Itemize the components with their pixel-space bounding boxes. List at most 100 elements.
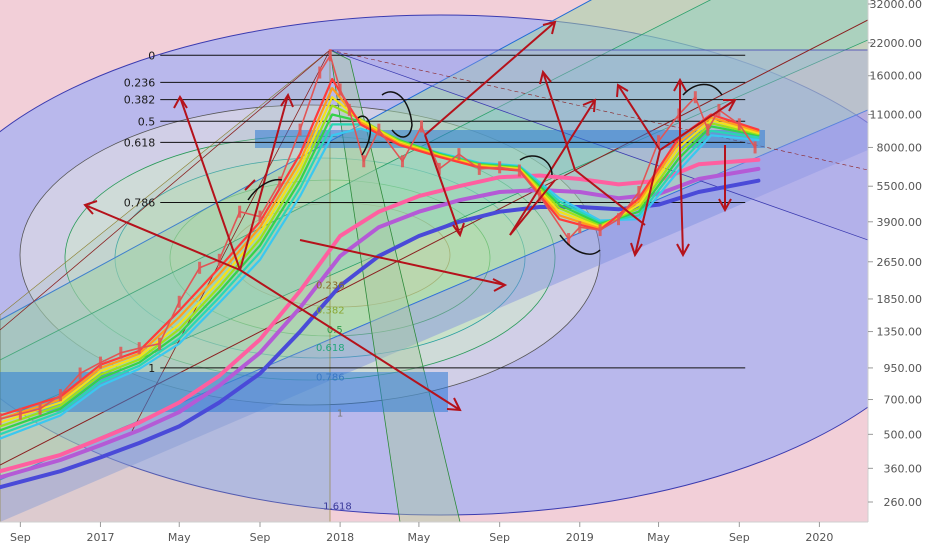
price-axis: 32000.00 22000.00 16000.00 11000.00 8000.00 5… <box>868 0 922 509</box>
arrow <box>679 149 684 256</box>
price-candle <box>706 123 710 136</box>
drawing-overlays <box>0 0 868 522</box>
price-candle <box>437 162 441 175</box>
price-candle <box>677 108 681 121</box>
price-candle <box>420 120 424 133</box>
price-candle <box>98 356 102 369</box>
arrow-head <box>616 83 629 98</box>
arrow <box>634 149 661 256</box>
y-tick-label: 360.00 <box>884 462 923 475</box>
y-tick-label: 8000.00 <box>877 141 923 154</box>
arrow-head <box>673 77 687 92</box>
arrow <box>239 269 461 411</box>
long-ma-line <box>0 157 761 474</box>
fib-fan-zone-teal <box>0 0 868 421</box>
long-ma-line <box>0 178 761 490</box>
fan-level-label: 1.618 <box>323 501 352 512</box>
price-candle <box>258 210 262 223</box>
fib-level-label: 1 <box>148 362 155 375</box>
price-candle <box>137 342 141 355</box>
y-tick-label: 2650.00 <box>877 256 923 269</box>
price-axis-panel[interactable] <box>868 0 932 550</box>
arrow <box>659 99 736 151</box>
x-tick-label: May <box>168 531 191 544</box>
series-layer <box>0 49 761 490</box>
trend-line-2 <box>0 49 331 331</box>
x-tick-label: May <box>408 531 431 544</box>
time-axis: Sep 2017 May Sep 2018 May Sep 2019 May Sep 2020 <box>10 522 833 544</box>
fib-fan-zone-green <box>0 0 868 481</box>
arrow <box>244 179 256 191</box>
curve <box>519 155 553 176</box>
price-candle <box>38 402 42 415</box>
price-candle <box>278 176 282 189</box>
price-candle <box>693 91 697 104</box>
x-tick-label: 2017 <box>86 531 114 544</box>
arrow-head <box>492 278 508 292</box>
arrow-head <box>723 99 737 112</box>
price-candle <box>238 205 242 218</box>
x-tick-label: 2019 <box>566 531 594 544</box>
price-candle <box>198 261 202 274</box>
arrow-head <box>676 243 690 258</box>
price-candle <box>347 103 351 116</box>
arrow <box>84 204 241 271</box>
arrow-head <box>452 222 465 238</box>
x-tick-label: Sep <box>10 531 31 544</box>
price-candle <box>567 233 571 246</box>
arrow-head <box>582 98 597 113</box>
price-candle <box>637 186 641 199</box>
y-tick-label: 1350.00 <box>877 326 923 339</box>
arrow <box>239 94 289 271</box>
x-tick-label: May <box>647 531 670 544</box>
price-candle <box>119 346 123 359</box>
price-candle <box>616 213 620 226</box>
arrow <box>509 99 596 236</box>
hand-drawn-curves <box>247 83 723 255</box>
curve <box>381 91 413 138</box>
fib-level-label: 0.5 <box>138 115 156 128</box>
price-candle <box>737 118 741 131</box>
time-axis-panel[interactable] <box>0 522 932 550</box>
arrow <box>574 169 646 226</box>
fib-fan-zone-blue <box>0 110 868 522</box>
arrow <box>299 239 506 286</box>
price-candle <box>517 164 521 177</box>
arrow-head <box>542 20 557 35</box>
price-candle <box>362 155 366 168</box>
curve <box>559 234 601 255</box>
arrow <box>509 179 556 236</box>
price-candle <box>177 295 181 308</box>
annotation-arrows <box>83 20 737 412</box>
price-candle <box>0 412 2 425</box>
fan-level-label: 0.236 <box>316 280 345 291</box>
price-candle <box>338 83 342 96</box>
price-candle <box>78 367 82 380</box>
curve <box>682 83 723 96</box>
fib-level-label: 0.618 <box>124 136 156 149</box>
x-tick-label: 2020 <box>805 531 833 544</box>
price-candle <box>298 123 302 136</box>
y-tick-label: 32000.00 <box>870 0 923 11</box>
fan-level-label: 0.382 <box>316 305 345 316</box>
x-tick-label: 2018 <box>326 531 354 544</box>
arrow <box>424 134 461 236</box>
arrow-head <box>280 92 294 108</box>
fib-level-label: 0 <box>148 49 155 62</box>
y-tick-label: 3900.00 <box>877 216 923 229</box>
arrow <box>424 21 556 136</box>
fan-level-label: 0.618 <box>316 343 345 354</box>
x-tick-label: Sep <box>729 531 750 544</box>
arrow-head <box>173 95 188 109</box>
price-candle <box>477 162 481 175</box>
y-tick-label: 260.00 <box>884 496 923 509</box>
y-tick-label: 16000.00 <box>870 70 923 83</box>
price-candle <box>58 389 62 402</box>
arrow <box>179 96 241 271</box>
price-candle <box>328 49 332 62</box>
price-line <box>0 54 756 420</box>
y-tick-label: 950.00 <box>884 362 923 375</box>
price-candle <box>158 337 162 350</box>
